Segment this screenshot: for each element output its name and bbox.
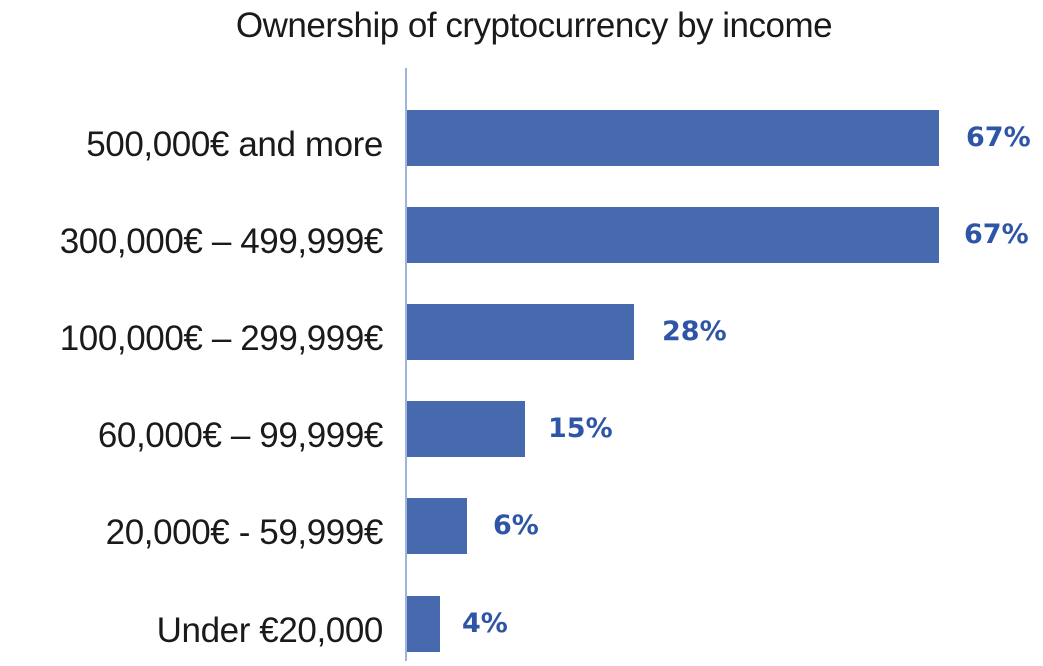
y-axis-line [405, 68, 407, 661]
category-label: 100,000€ – 299,999€ [59, 319, 384, 358]
bar-row: 500,000€ and more 67% [0, 110, 1043, 166]
bar [407, 401, 525, 457]
bar-row: Under €20,000 4% [0, 596, 1043, 652]
bar [407, 110, 939, 166]
value-label: 28% [662, 316, 727, 347]
bar-row: 300,000€ – 499,999€ 67% [0, 207, 1043, 263]
category-label: 500,000€ and more [86, 125, 383, 164]
category-label: 20,000€ - 59,999€ [105, 513, 384, 552]
category-label: Under €20,000 [156, 611, 384, 650]
bar [407, 596, 440, 652]
bar-row: 60,000€ – 99,999€ 15% [0, 401, 1043, 457]
category-label: 300,000€ – 499,999€ [59, 222, 384, 261]
bar [407, 498, 467, 554]
bar-row: 20,000€ - 59,999€ 6% [0, 498, 1043, 554]
value-label: 67% [966, 122, 1031, 153]
value-label: 67% [964, 219, 1029, 250]
bar [407, 207, 939, 263]
value-label: 15% [548, 413, 613, 444]
category-label: 60,000€ – 99,999€ [97, 416, 384, 455]
bar [407, 304, 634, 360]
value-label: 4% [462, 608, 508, 639]
chart-title: Ownership of cryptocurrency by income [235, 6, 833, 45]
value-label: 6% [493, 510, 539, 541]
bar-row: 100,000€ – 299,999€ 28% [0, 304, 1043, 360]
